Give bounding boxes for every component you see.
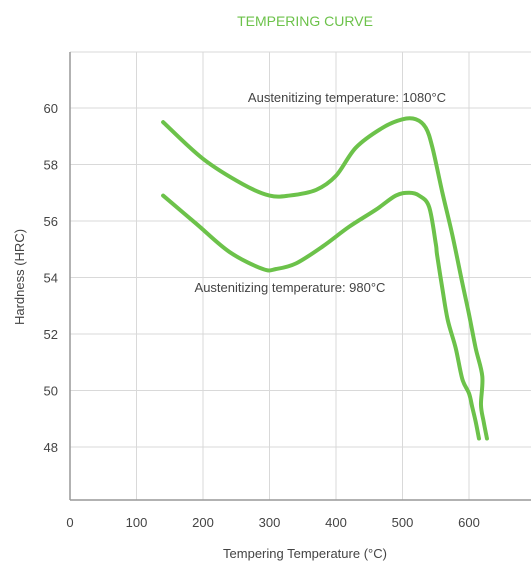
y-tick-label: 56 bbox=[44, 214, 58, 229]
annotation-980: Austenitizing temperature: 980°C bbox=[195, 280, 386, 295]
axis-layer: 0 100 200 300 400 500 600 48 50 52 54 56 58 60 bbox=[44, 52, 531, 530]
x-axis-label: Tempering Temperature (°C) bbox=[223, 546, 387, 561]
annotation-1080: Austenitizing temperature: 1080°C bbox=[248, 90, 446, 105]
y-tick-label: 58 bbox=[44, 158, 58, 173]
series-line-980 bbox=[161, 190, 481, 441]
grid-layer bbox=[70, 51, 531, 500]
y-tick-label: 50 bbox=[44, 384, 58, 399]
x-tick-label: 200 bbox=[192, 515, 214, 530]
x-tick-label: 100 bbox=[126, 515, 148, 530]
x-tick-label: 400 bbox=[325, 515, 347, 530]
y-tick-label: 48 bbox=[44, 440, 58, 455]
y-tick-label: 54 bbox=[44, 271, 58, 286]
y-axis-label: Hardness (HRC) bbox=[12, 229, 27, 325]
series-layer bbox=[161, 116, 489, 441]
y-tick-label: 52 bbox=[44, 327, 58, 342]
x-tick-label: 500 bbox=[392, 515, 414, 530]
series-line-1080 bbox=[161, 116, 489, 441]
x-tick-label: 300 bbox=[259, 515, 281, 530]
y-tick-label: 60 bbox=[44, 101, 58, 116]
x-tick-label: 600 bbox=[458, 515, 480, 530]
chart-title: TEMPERING CURVE bbox=[237, 13, 373, 29]
x-tick-label: 0 bbox=[66, 515, 73, 530]
